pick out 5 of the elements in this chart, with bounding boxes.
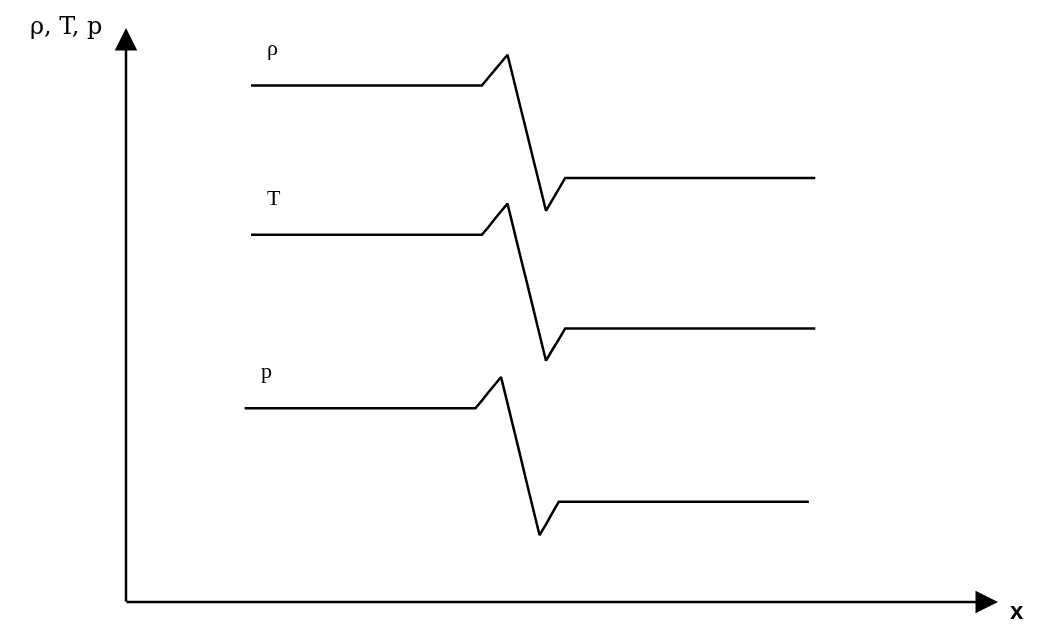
series-label: p [261,358,272,383]
series-label: ρ [267,35,278,60]
series-label: T [267,185,281,210]
y-axis-title: ρ, T, p [30,12,103,40]
x-axis-title: x [1010,597,1024,624]
